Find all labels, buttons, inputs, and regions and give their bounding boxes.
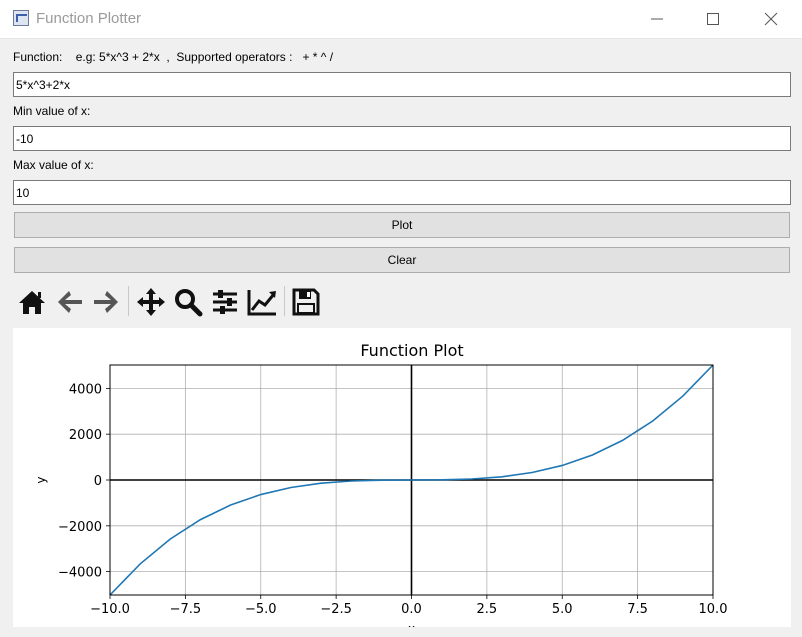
pan-icon[interactable]: [135, 286, 167, 318]
y-tick-label: 0: [94, 474, 102, 489]
x-tick-label: −5.0: [245, 602, 277, 617]
min-value-label: Min value of x:: [13, 104, 91, 118]
x-tick-label: 2.5: [477, 602, 498, 617]
x-tick-label: 10.0: [699, 602, 728, 617]
x-tick-label: 0.0: [401, 602, 422, 617]
max-value-label: Max value of x:: [13, 158, 94, 172]
forward-arrow-icon[interactable]: [90, 286, 122, 318]
function-label: Function: e.g: 5*x^3 + 2*x , Supported o…: [13, 50, 334, 64]
x-tick-label: −2.5: [320, 602, 352, 617]
y-tick-label: −4000: [58, 566, 102, 581]
zoom-icon[interactable]: [172, 286, 204, 318]
configure-subplots-icon[interactable]: [209, 286, 241, 318]
ticks: −10.0 −7.5 −5.0 −2.5 0.0 2.5 5.0 7.5 10.0 −4000 −2…: [58, 382, 727, 617]
x-tick-label: 7.5: [627, 602, 648, 617]
min-value-input[interactable]: [13, 126, 791, 151]
x-tick-label: −7.5: [170, 602, 202, 617]
close-button[interactable]: [748, 4, 794, 34]
y-tick-label: −2000: [58, 520, 102, 535]
x-axis-label: x: [408, 622, 415, 627]
maximize-icon: [707, 13, 719, 25]
function-input[interactable]: [13, 72, 791, 97]
chart-title: Function Plot: [360, 341, 463, 360]
app-icon: [13, 10, 29, 26]
series-line: [109, 364, 714, 596]
toolbar-separator: [284, 286, 285, 316]
back-arrow-icon[interactable]: [54, 286, 86, 318]
plot-canvas[interactable]: Function Plot −10.0 −7.5 −5.0 −2.5 0.0 2.5 5.0…: [13, 328, 791, 627]
close-icon: [764, 12, 778, 26]
minimize-icon: [651, 18, 663, 20]
save-icon[interactable]: [290, 286, 322, 318]
minimize-button[interactable]: [634, 4, 680, 34]
edit-axis-icon[interactable]: [246, 286, 278, 318]
y-axis-label: y: [34, 476, 48, 483]
plot-button[interactable]: Plot: [14, 212, 790, 238]
window-title: Function Plotter: [36, 10, 142, 27]
clear-button[interactable]: Clear: [14, 247, 790, 273]
toolbar-separator: [128, 286, 129, 316]
max-value-input[interactable]: [13, 180, 791, 205]
y-tick-label: 2000: [69, 428, 102, 443]
title-bar: Function Plotter: [0, 0, 802, 39]
x-tick-label: −10.0: [90, 602, 130, 617]
y-tick-label: 4000: [69, 382, 102, 397]
home-icon[interactable]: [16, 286, 48, 318]
maximize-button[interactable]: [690, 4, 736, 34]
x-tick-label: 5.0: [552, 602, 573, 617]
